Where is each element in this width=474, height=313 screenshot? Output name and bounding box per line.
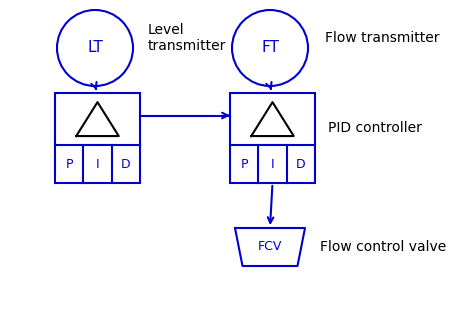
Text: I: I bbox=[96, 158, 100, 171]
Text: Level
transmitter: Level transmitter bbox=[148, 23, 227, 53]
Bar bbox=[230, 93, 315, 183]
Text: P: P bbox=[65, 158, 73, 171]
Text: I: I bbox=[271, 158, 274, 171]
Text: FT: FT bbox=[261, 40, 279, 55]
Circle shape bbox=[232, 10, 308, 86]
Text: D: D bbox=[121, 158, 131, 171]
Bar bbox=[55, 93, 140, 183]
Text: FCV: FCV bbox=[258, 240, 282, 254]
Text: Flow transmitter: Flow transmitter bbox=[325, 31, 439, 45]
Text: LT: LT bbox=[87, 40, 103, 55]
Text: PID controller: PID controller bbox=[328, 121, 422, 135]
Text: Flow control valve: Flow control valve bbox=[320, 240, 446, 254]
Text: D: D bbox=[296, 158, 306, 171]
Circle shape bbox=[57, 10, 133, 86]
Text: P: P bbox=[240, 158, 248, 171]
